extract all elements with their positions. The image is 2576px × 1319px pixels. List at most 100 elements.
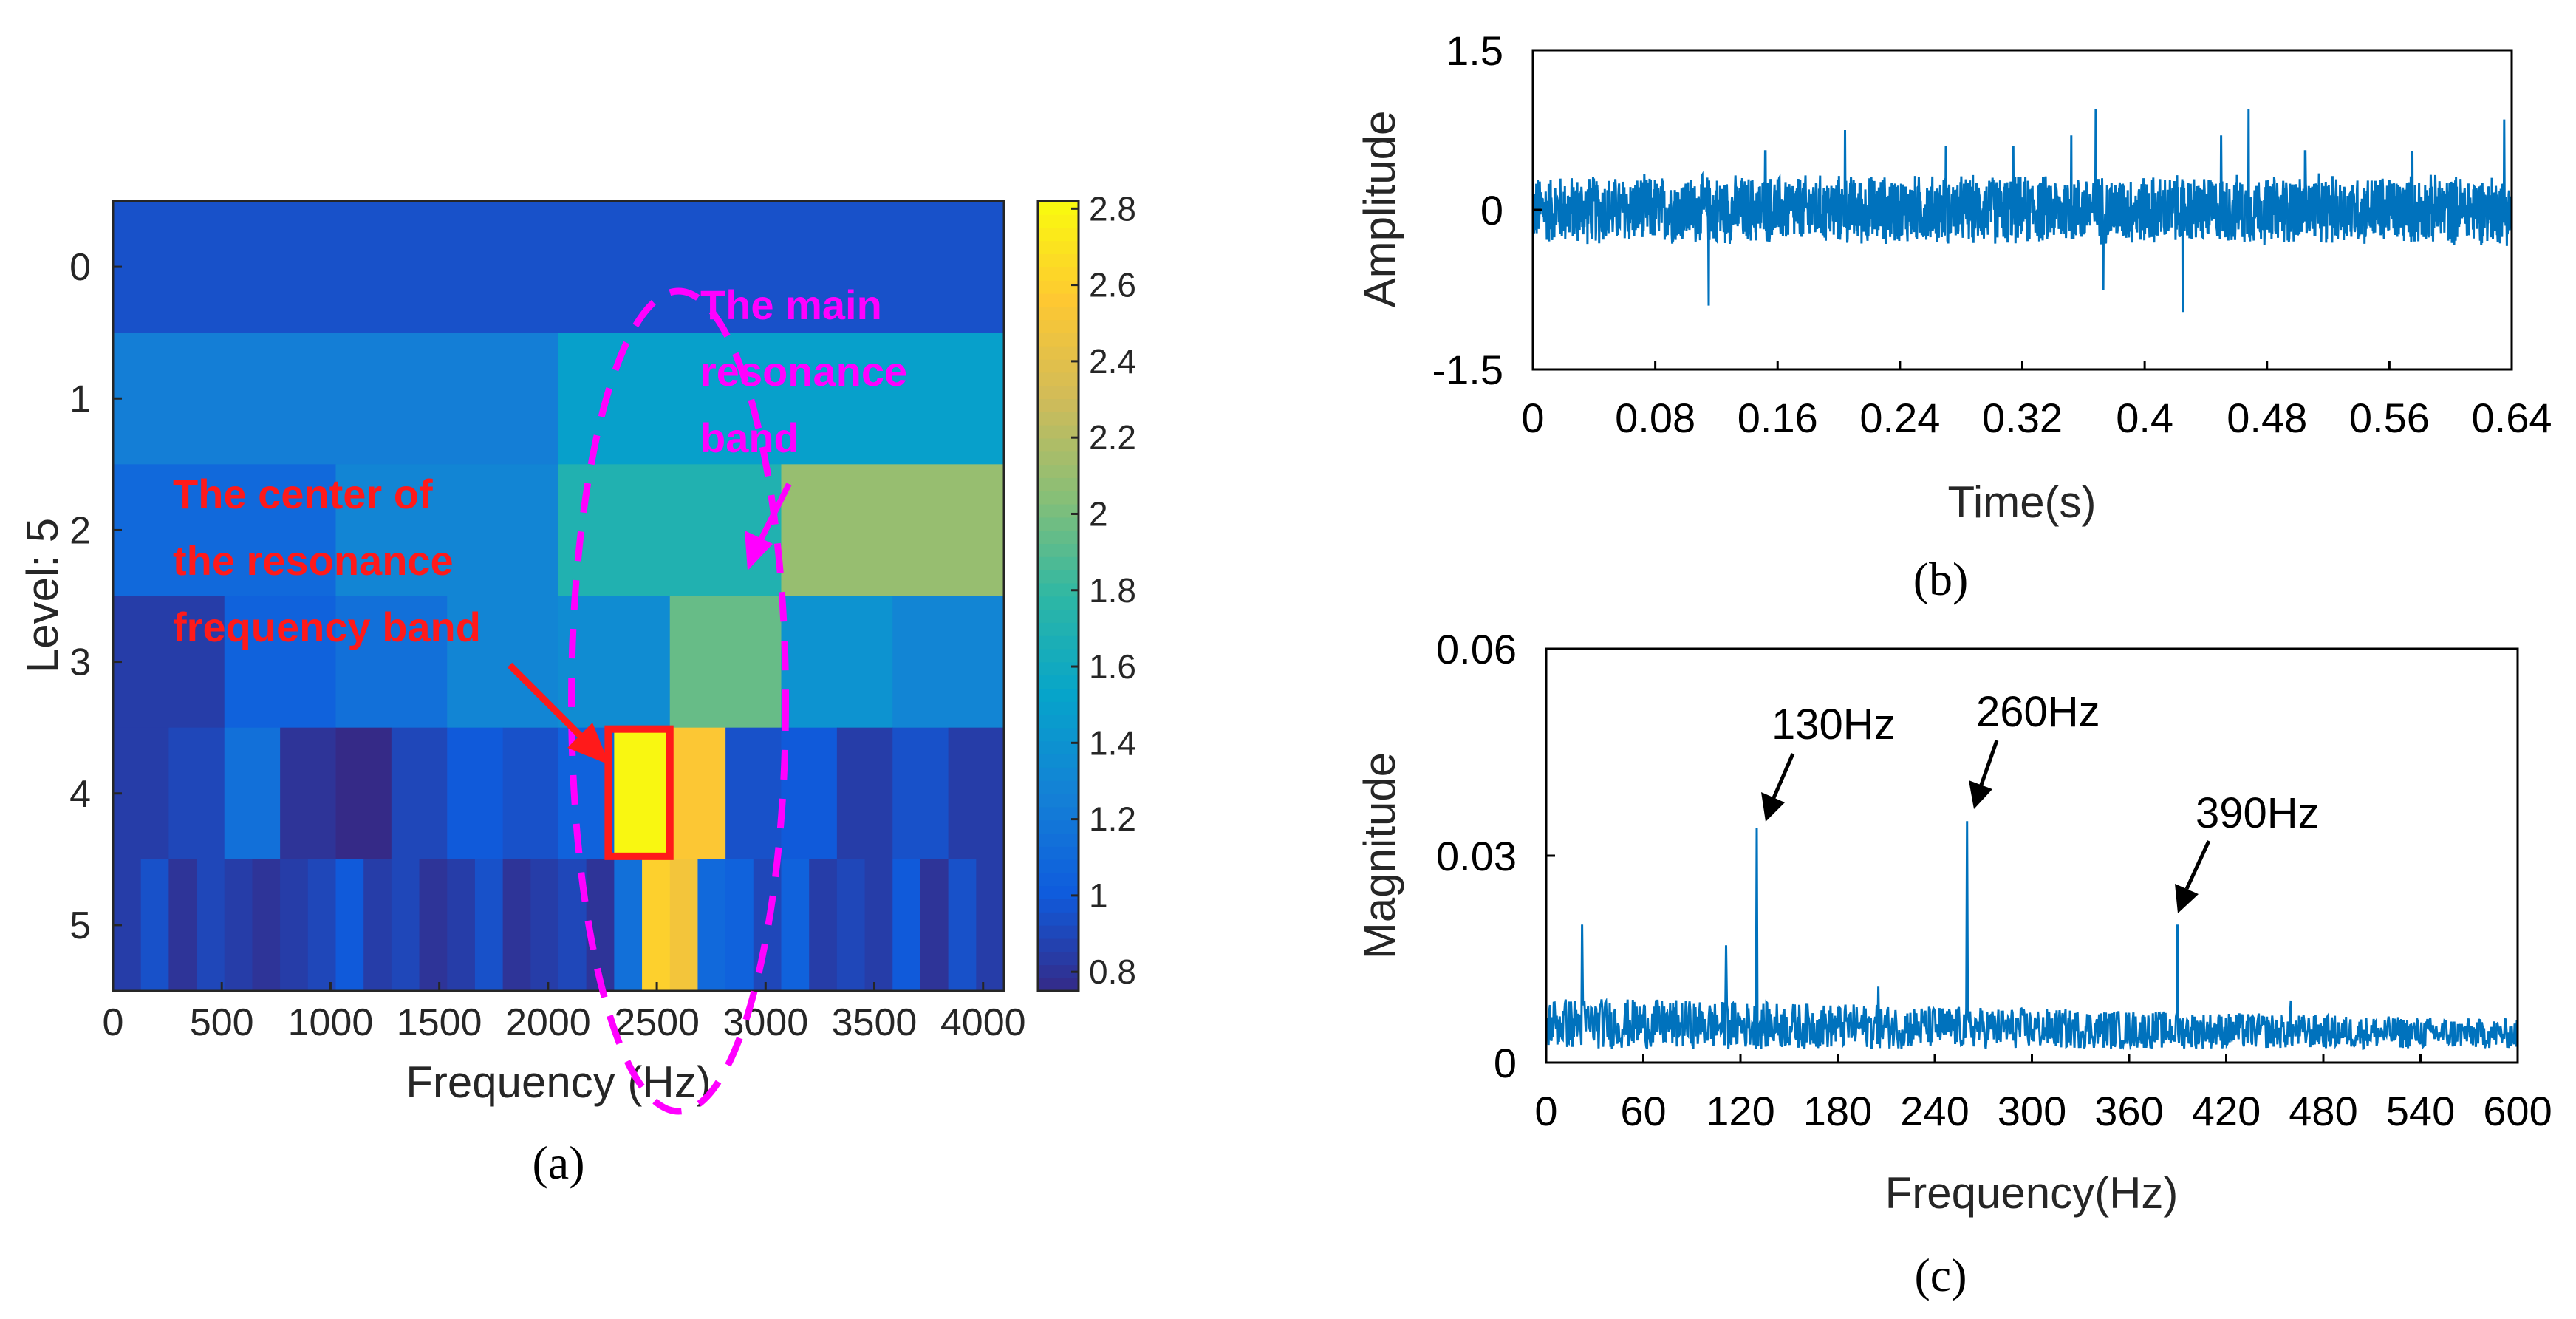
colorbar-segment <box>1038 569 1079 584</box>
x-tick-label: 300 <box>1998 1088 2066 1134</box>
heatmap-cell <box>363 859 392 992</box>
colorbar-segment <box>1038 793 1079 808</box>
heatmap-cell <box>140 859 169 992</box>
heatmap-cell <box>447 727 504 860</box>
colorbar-segment <box>1038 517 1079 531</box>
heatmap-cell <box>697 859 726 992</box>
heatmap-cell <box>447 859 476 992</box>
heatmap-x-axis-label: Frequency (Hz) <box>406 1057 711 1107</box>
colorbar-segment <box>1038 201 1079 215</box>
heatmap-cell <box>113 201 1005 333</box>
spectrum-x-ticks: 0 60 120 180 240 300 360 420 480 540 600 <box>1534 1054 2552 1134</box>
colorbar-segment <box>1038 306 1079 321</box>
colorbar <box>1038 201 1079 992</box>
spectrum-x-axis-label: Frequency(Hz) <box>1885 1168 2179 1218</box>
colorbar-segment <box>1038 701 1079 715</box>
colorbar-segment <box>1038 964 1079 978</box>
colorbar-tick-label: 1.2 <box>1089 800 1136 839</box>
colorbar-segment <box>1038 556 1079 570</box>
time-signal-line <box>1531 109 2513 313</box>
panel-c-spectrum: 0 60 120 180 240 300 360 420 480 540 600 0 0.03 0.06… <box>1355 626 2552 1301</box>
panel-a-heatmap: 0 500 1000 1500 2000 2500 3000 3500 4000 012345 … <box>18 189 1136 1189</box>
heatmap-cell <box>280 727 337 860</box>
heatmap-cell <box>502 727 559 860</box>
y-tick-label: 3 <box>69 641 91 684</box>
x-tick-label: 0.32 <box>1982 395 2063 441</box>
colorbar-segment <box>1038 714 1079 729</box>
x-tick-label: 120 <box>1706 1088 1774 1134</box>
colorbar-segment <box>1038 214 1079 228</box>
heatmap-cell <box>113 727 169 860</box>
main-band-arrow <box>745 483 792 570</box>
heatmap-cell <box>614 859 643 992</box>
heatmap-cell <box>168 859 197 992</box>
colorbar-segment <box>1038 899 1079 913</box>
colorbar-segment <box>1038 688 1079 702</box>
colorbar-segment <box>1038 833 1079 847</box>
heatmap-cell <box>669 596 782 729</box>
heatmap-cell <box>197 859 225 992</box>
x-tick-label: 0 <box>1534 1088 1557 1134</box>
colorbar-segment <box>1038 477 1079 491</box>
x-tick-label: 360 <box>2094 1088 2163 1134</box>
colorbar-tick-label: 1 <box>1089 876 1108 915</box>
x-tick-label: 540 <box>2386 1088 2455 1134</box>
colorbar-tick-label: 2.8 <box>1089 189 1136 228</box>
heatmap-cell <box>781 464 1005 597</box>
y-tick-label: -1.5 <box>1432 347 1504 393</box>
panel-b-time-signal: 0 0.08 0.16 0.24 0.32 0.4 0.48 0.56 0.64 -1.5 0 1.… <box>1355 27 2552 605</box>
colorbar-segment <box>1038 661 1079 676</box>
panel-b-label: (b) <box>1913 553 1969 605</box>
x-tick-label: 4000 <box>940 1001 1026 1044</box>
heatmap-cell <box>335 727 392 860</box>
colorbar-segment <box>1038 885 1079 900</box>
heatmap-cell <box>168 727 225 860</box>
colorbar-segment <box>1038 345 1079 360</box>
colorbar-segment <box>1038 859 1079 873</box>
colorbar-tick-label: 2 <box>1089 494 1108 533</box>
heatmap-cell <box>781 727 838 860</box>
colorbar-tick-label: 1.6 <box>1089 647 1136 686</box>
colorbar-frame <box>1036 200 1080 992</box>
y-tick-label: 1 <box>69 378 91 420</box>
colorbar-segment <box>1038 675 1079 689</box>
heatmap-cell <box>920 859 949 992</box>
colorbar-segment <box>1038 293 1079 307</box>
colorbar-tick-label: 0.8 <box>1089 952 1136 991</box>
x-tick-label: 2000 <box>505 1001 591 1044</box>
x-tick-label: 180 <box>1803 1088 1872 1134</box>
x-tick-label: 3000 <box>722 1001 808 1044</box>
colorbar-segment <box>1038 279 1079 294</box>
colorbar-segment <box>1038 806 1079 821</box>
x-tick-label: 0.08 <box>1615 395 1695 441</box>
heatmap-cell <box>725 727 782 860</box>
heatmap-cell <box>642 859 671 992</box>
heatmap-cell <box>781 596 893 729</box>
heatmap-cell <box>836 859 866 992</box>
heatmap-cells <box>113 201 1005 992</box>
x-tick-label: 600 <box>2483 1088 2552 1134</box>
x-tick-label: 420 <box>2192 1088 2261 1134</box>
colorbar-segment <box>1038 978 1079 992</box>
peak-label-390hz: 390Hz <box>2196 789 2320 837</box>
colorbar-segment <box>1038 740 1079 755</box>
time-signal-x-axis-label: Time(s) <box>1947 477 2096 527</box>
x-tick-label: 1000 <box>288 1001 374 1044</box>
heatmap-x-ticks: 0 500 1000 1500 2000 2500 3000 3500 4000 <box>103 982 1026 1044</box>
heatmap-frame <box>112 200 1005 992</box>
y-tick-label: 0.03 <box>1436 833 1517 879</box>
colorbar-segment <box>1038 938 1079 952</box>
y-tick-label: 0 <box>69 246 91 289</box>
resonance-center-box <box>604 725 674 860</box>
colorbar-tick-label: 2.4 <box>1089 342 1136 381</box>
y-tick-label: 0 <box>1480 187 1503 234</box>
colorbar-segment <box>1038 464 1079 478</box>
colorbar-segment <box>1038 490 1079 505</box>
panel-c-label: (c) <box>1914 1249 1967 1301</box>
colorbar-segment <box>1038 412 1079 426</box>
x-tick-label: 0 <box>103 1001 124 1044</box>
main-resonance-ellipse <box>568 287 790 1115</box>
heatmap-cell <box>892 859 921 992</box>
colorbar-segment <box>1038 267 1079 281</box>
